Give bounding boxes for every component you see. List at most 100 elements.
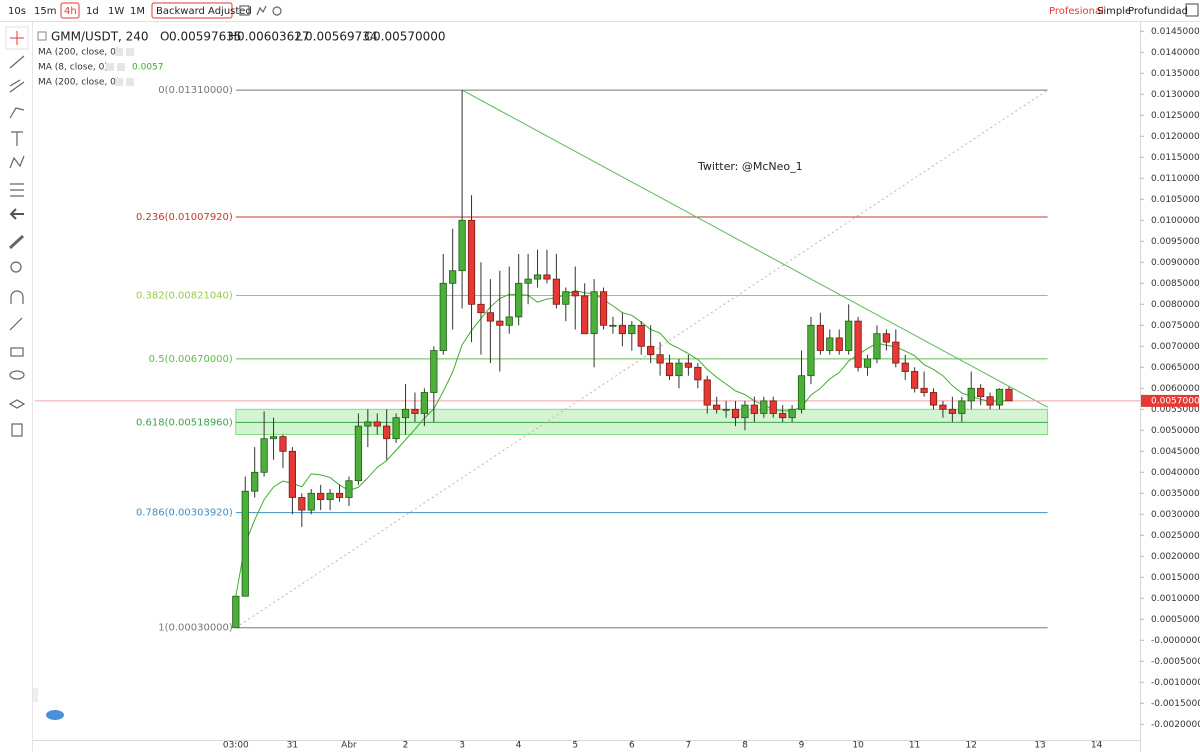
candle-body: [496, 320, 504, 326]
candle-body: [656, 354, 664, 364]
candle-body: [647, 345, 655, 356]
fib-tool[interactable]: [9, 79, 25, 93]
interval-button[interactable]: 15m: [34, 6, 56, 17]
candle-body: [939, 404, 947, 410]
chart-type-icon[interactable]: [256, 5, 267, 16]
zoom-tool[interactable]: [10, 261, 22, 273]
indicator-button[interactable]: [126, 78, 134, 86]
y-tick-label: 0.00500000: [1151, 426, 1200, 436]
candle-body: [241, 490, 249, 597]
y-tick-label: 0.01000000: [1151, 216, 1200, 226]
y-tick-label: 0.01300000: [1151, 90, 1200, 100]
candle-body: [1005, 388, 1013, 402]
candle-body: [892, 341, 900, 364]
layers-tool[interactable]: [8, 399, 26, 409]
x-tick-label: 6: [629, 741, 635, 751]
candle-body: [571, 291, 579, 297]
candle-body: [665, 362, 674, 377]
brush-tool[interactable]: [9, 107, 25, 119]
y-tick-label: 0.00750000: [1151, 321, 1200, 331]
candle-body: [335, 492, 344, 498]
view-button[interactable]: Profesional: [1049, 6, 1104, 17]
legend: GMM/USDT, 240: [37, 30, 149, 44]
candle-body: [929, 392, 938, 406]
interval-button[interactable]: 1d: [86, 6, 99, 17]
x-tick-label: 31: [287, 741, 298, 751]
x-tick-label: 3: [459, 741, 465, 751]
x-tick-label: 03:00: [223, 741, 249, 751]
candle-body: [345, 480, 353, 498]
indicator-button[interactable]: [115, 48, 123, 56]
draw-mode-tool[interactable]: [9, 317, 23, 331]
candle-body: [816, 324, 824, 351]
y-tick-label: 0.00650000: [1151, 363, 1200, 373]
text-tool[interactable]: [11, 131, 23, 146]
fib-label: 0.786(0.00303920): [136, 508, 233, 519]
candle-body: [364, 421, 372, 427]
candle-body: [505, 316, 513, 326]
settings-icon[interactable]: [272, 6, 282, 16]
fib-label: 1(0.00030000): [158, 623, 233, 634]
x-tick-label: 11: [909, 741, 920, 751]
indicator-button[interactable]: [126, 48, 134, 56]
y-tick-label: 0.01400000: [1151, 48, 1200, 58]
y-tick-label: 0.01150000: [1151, 153, 1200, 163]
y-tick-label: 0.00100000: [1151, 594, 1200, 604]
interval-button[interactable]: 1M: [130, 6, 145, 17]
y-tick-label: 0.00900000: [1151, 258, 1200, 268]
ohlc-value: 0.00570000: [373, 30, 446, 44]
last-price-box: [1141, 394, 1199, 407]
delete-tool[interactable]: [11, 423, 23, 437]
candle-body: [354, 425, 362, 482]
ohlc-label: O: [160, 30, 169, 44]
candle-body: [618, 324, 626, 335]
indicator-button[interactable]: [117, 63, 125, 71]
x-tick-label: 4: [516, 741, 522, 751]
indicator-value: 0.0057: [132, 63, 164, 73]
candle-body: [948, 408, 956, 414]
y-tick-label: -0.00000000: [1151, 636, 1200, 646]
trendline: [461, 89, 1048, 408]
annotation: Twitter: @McNeo_1: [697, 160, 803, 173]
candle-body: [562, 291, 570, 305]
x-tick-label: 10: [852, 741, 864, 751]
candle-body: [524, 278, 532, 284]
legend-marker: [37, 31, 47, 41]
back-tool[interactable]: [9, 208, 24, 220]
ohlc-label: C: [364, 30, 372, 44]
pattern-tool[interactable]: [9, 155, 25, 169]
crosshair-tool[interactable]: [10, 31, 24, 45]
fib-label: 0.618(0.00518960): [136, 417, 233, 428]
fib-label: 0(0.01310000): [158, 85, 233, 96]
candle-body: [675, 362, 683, 377]
adjust-button[interactable]: Backward Adjusted: [156, 6, 252, 17]
ruler-tool[interactable]: [8, 234, 25, 250]
view-button[interactable]: Profundidad: [1128, 6, 1188, 17]
candle-body: [486, 312, 494, 322]
interval-button[interactable]: 10s: [8, 6, 26, 17]
candle-body: [373, 421, 381, 427]
y-tick-label: 0.00850000: [1151, 279, 1200, 289]
fullscreen-icon[interactable]: [1185, 3, 1199, 17]
lock-tool[interactable]: [10, 347, 24, 357]
indicator-icon[interactable]: [239, 5, 250, 16]
indicator-button[interactable]: [115, 78, 123, 86]
candle-body: [637, 324, 645, 347]
interval-button[interactable]: 4h: [64, 6, 77, 17]
prediction-tool[interactable]: [10, 183, 24, 197]
y-tick-label: 0.00400000: [1151, 468, 1200, 478]
toolbar-collapse[interactable]: [33, 688, 38, 702]
line-tool[interactable]: [9, 55, 25, 69]
candle-body: [533, 274, 542, 280]
view-button[interactable]: Simple: [1097, 6, 1131, 17]
candle-body: [863, 358, 872, 368]
indicator-button[interactable]: [106, 63, 114, 71]
y-tick-label: 0.00550000: [1151, 405, 1200, 415]
magnet-tool[interactable]: [10, 290, 24, 304]
visibility-tool[interactable]: [9, 370, 25, 380]
candle-body: [882, 333, 890, 343]
candle-body: [920, 387, 928, 393]
candle-body: [477, 303, 485, 314]
interval-button[interactable]: 1W: [108, 6, 124, 17]
